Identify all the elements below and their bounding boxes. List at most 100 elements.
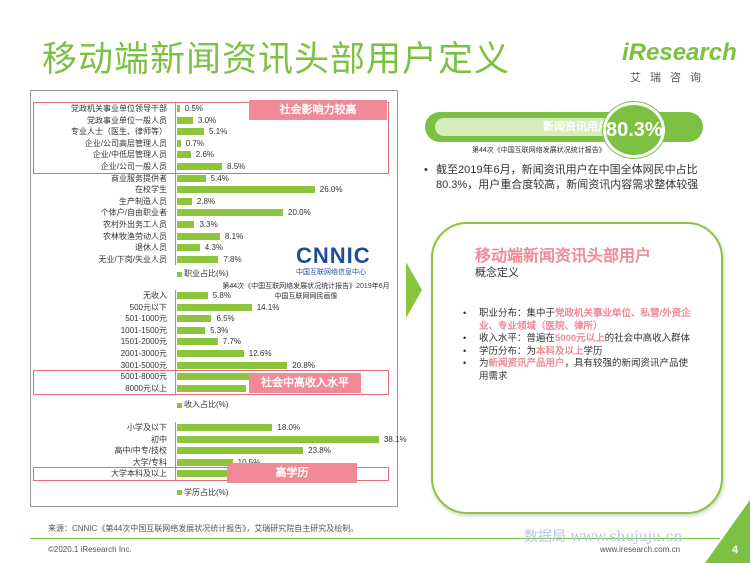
value-label: 8.5% (227, 162, 246, 171)
value-label: 2.6% (195, 150, 214, 160)
definition-list: • 职业分布：集中于党政机关事业单位、私营/外资企业、专业领域（医院、律所） • 收… (463, 308, 693, 383)
bar (177, 186, 315, 194)
value-label: 38.1% (383, 434, 407, 444)
chart-axis (175, 422, 176, 480)
category-label: 无收入 (143, 291, 167, 300)
chart-legend: 学历占比(%) (177, 488, 228, 498)
category-label: 500元以下 (129, 302, 167, 312)
bar (177, 470, 229, 478)
chart-row: 专业人士（医生、律师等） 5.1% (31, 126, 391, 138)
highlight-box (33, 370, 389, 396)
def-item-highlight: 5000元以上 (555, 333, 605, 344)
value-label: 14.1% (256, 302, 280, 312)
pill-source: 第44次《中国互联网络发展状况统计报告》 (472, 147, 606, 154)
chart-row: 大学/专科 10.5% (31, 457, 391, 469)
bar (177, 292, 208, 299)
chart-axis (175, 290, 176, 395)
corner-decoration (705, 500, 750, 563)
value-label: 12.6% (248, 349, 272, 358)
value-label: 4.3% (204, 243, 224, 253)
value-label: 2.8% (196, 196, 216, 206)
value-label: 10.5% (238, 457, 261, 469)
cnnic-report-note: 第44次《中国互联网络发展状况统计报告》2019年6月中国互联网网民画像 (222, 283, 390, 300)
category-label: 初中 (151, 434, 167, 444)
bar (177, 105, 180, 112)
value-label: 18.0% (277, 423, 301, 432)
value-label: 3.0% (197, 115, 217, 125)
bar (177, 209, 283, 217)
legend-label: 收入占比(%) (184, 400, 229, 410)
value-label: 6.5% (216, 314, 235, 324)
definition-item: • 学历分布：为本科及以上学历 (463, 346, 693, 359)
chart-row: 商业服务提供者 5.4% (31, 173, 391, 185)
chart-row: 生产制造人员 2.8% (31, 196, 391, 208)
category-label: 1001-1500元 (120, 325, 167, 335)
demographics-chart-panel: 党政机关事业单位领导干部 0.5% 党政事业单位一般人员 3.0% 专业人士（医生、律师… (30, 90, 407, 507)
def-item-text: ，具有较强的新闻资讯产品使用需求 (479, 358, 689, 382)
category-label: 5001-8000元 (120, 372, 167, 382)
highlight-tag: 社会中高收入水平 (249, 373, 361, 393)
bar (177, 221, 195, 228)
category-label: 高中/中专/技校 (114, 446, 167, 456)
bar (177, 384, 246, 392)
highlight-tag: 高学历 (227, 463, 357, 483)
value-label: 8.1% (224, 231, 244, 241)
category-label: 1501-2000元 (120, 337, 167, 347)
chart-row: 3001-5000元 20.8% (31, 360, 391, 372)
def-item-text: 收入水平：普遍在 (479, 333, 556, 344)
bullet-icon: • (463, 308, 467, 319)
bar (177, 373, 252, 381)
category-label: 在校学生 (135, 185, 167, 195)
chart-legend: 职业占比(%) (177, 269, 228, 279)
bullet-icon: • (463, 358, 467, 369)
bar (177, 303, 252, 311)
definition-item: • 收入水平：普遍在5000元以上的社会中高收入群体 (463, 333, 693, 346)
pill-value-badge: 80.3% (603, 102, 665, 158)
cnnic-chinese-name: 中国互联网络信息中心 (296, 269, 366, 276)
value-label: 5.3% (210, 325, 229, 335)
category-label: 无业/下岗/失业人员 (98, 254, 167, 264)
bar (177, 338, 218, 346)
chart-row: 无业/下岗/失业人员 7.8% (31, 254, 391, 266)
chart-axis (175, 103, 176, 266)
definition-item: • 为新闻资讯产品用户，具有较强的新闻资讯产品使用需求 (463, 358, 693, 383)
bar (177, 151, 191, 159)
arrow-right-icon (406, 262, 422, 318)
source-note: 来源：CNNIC《第44次中国互联网络发展状况统计报告》，艾瑞研究院自主研究及绘… (48, 524, 359, 533)
chart-row: 企业/公司一般人员 8.5% (31, 161, 391, 173)
definition-card: 移动端新闻资讯头部用户 概念定义 • 职业分布：集中于党政机关事业单位、私营/外资… (431, 222, 723, 514)
website-link[interactable]: www.iresearch.com.cn (600, 545, 681, 554)
chart-row: 500元以下 14.1% (31, 302, 391, 314)
bar (177, 139, 181, 147)
bar (177, 361, 288, 369)
legend-swatch (177, 271, 182, 277)
chart-row: 小学及以下 18.0% (31, 422, 391, 434)
bullet-icon: • (463, 345, 467, 357)
category-label: 小学及以下 (127, 423, 167, 432)
chart-row: 2001-3000元 12.6% (31, 348, 391, 360)
category-label: 农村外出务工人员 (103, 220, 167, 229)
bar (177, 174, 206, 182)
cnnic-mark: CNNIC (296, 243, 371, 268)
value-label: 7.7% (222, 337, 242, 347)
def-item-highlight: 党政机关事业单位、私营/外资企业、专业领域（医院、律所） (479, 308, 691, 332)
bar (177, 435, 379, 443)
footer-divider (30, 538, 720, 539)
bar (177, 255, 219, 263)
chart-row: 无收入 5.8% (31, 290, 391, 302)
pill-label: 新闻资讯用户 (543, 121, 609, 133)
bar (177, 326, 206, 334)
chart-row: 退休人员 4.3% (31, 242, 391, 254)
bar (177, 447, 304, 455)
value-label: 3.3% (199, 220, 218, 229)
bar (177, 232, 220, 240)
category-label: 商业服务提供者 (111, 173, 167, 183)
category-label: 8000元以上 (125, 383, 167, 393)
page-number: 4 (732, 544, 739, 556)
definition-item: • 职业分布：集中于党政机关事业单位、私营/外资企业、专业领域（医院、律所） (463, 308, 693, 333)
category-label: 专业人士（医生、律师等） (71, 127, 167, 137)
bar (177, 197, 192, 205)
bullet-icon: • (424, 164, 428, 176)
def-item-text: 学历 (583, 345, 603, 357)
legend-label: 职业占比(%) (184, 269, 229, 279)
